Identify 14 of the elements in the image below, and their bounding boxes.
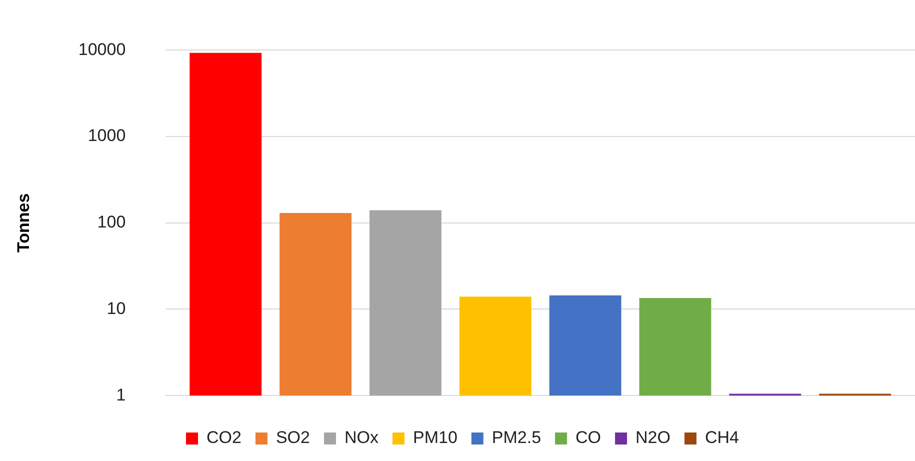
legend-label: PM2.5	[492, 428, 542, 448]
y-tick-label: 100	[97, 212, 126, 232]
legend-label: CH4	[704, 428, 739, 448]
y-tick-label: 1000	[88, 126, 126, 146]
legend-label: NOx	[344, 428, 379, 448]
y-tick-label: 10000	[78, 40, 126, 59]
legend-label: PM10	[412, 428, 458, 448]
y-axis-title: Tonnes	[14, 193, 33, 252]
legend-label: CO	[576, 428, 602, 448]
y-tick-label: 1	[116, 385, 126, 404]
legend-label: CO2	[206, 428, 242, 448]
y-tick-label: 10	[106, 298, 126, 318]
legend-label: SO2	[276, 428, 310, 448]
legend-label: N2O	[636, 428, 670, 448]
